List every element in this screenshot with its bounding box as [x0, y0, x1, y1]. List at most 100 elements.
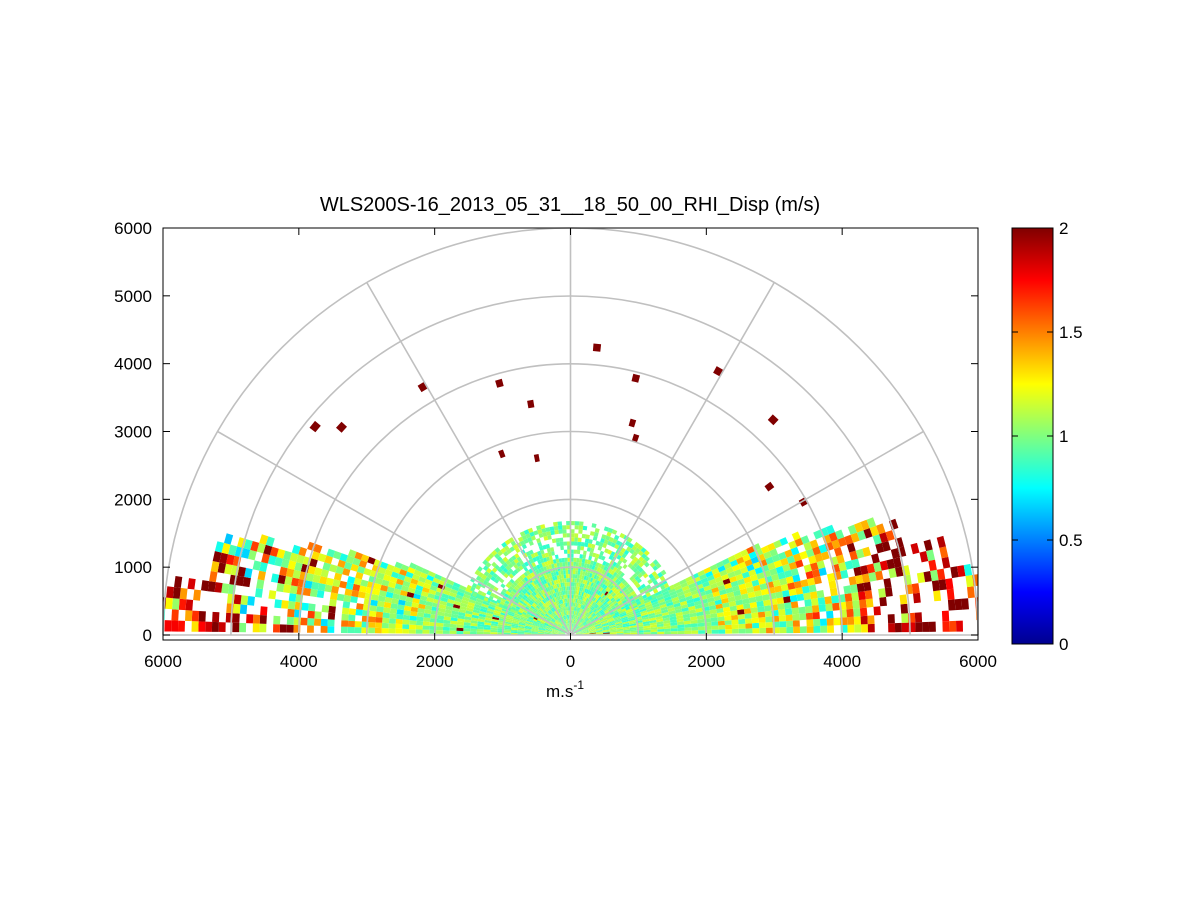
data-cell	[551, 619, 555, 623]
data-cell	[559, 612, 563, 617]
data-cell	[614, 596, 620, 601]
data-cell	[499, 600, 505, 606]
data-cell	[616, 628, 624, 631]
data-cell	[705, 593, 714, 599]
data-cell	[596, 600, 601, 605]
data-cell	[538, 629, 546, 632]
data-cell	[629, 621, 636, 625]
data-cell	[442, 626, 450, 631]
data-cell	[774, 585, 782, 593]
data-cell	[731, 614, 739, 621]
data-cell	[622, 586, 628, 592]
data-cell	[527, 554, 533, 560]
data-cell	[538, 545, 544, 551]
data-cell	[765, 616, 773, 623]
data-cell	[339, 553, 348, 562]
data-cell	[643, 629, 651, 633]
data-cell	[547, 551, 552, 557]
data-cell	[747, 591, 756, 599]
data-cell	[286, 624, 294, 633]
data-cell	[825, 524, 835, 535]
data-cell	[571, 627, 573, 631]
data-cell	[545, 628, 553, 631]
data-cell	[510, 629, 518, 632]
data-cell	[790, 568, 799, 576]
data-cell	[580, 609, 584, 614]
data-cell	[518, 565, 524, 571]
data-cell	[552, 607, 556, 612]
data-cell	[593, 532, 599, 537]
data-cell	[577, 570, 581, 575]
data-cell	[657, 598, 666, 604]
data-cell	[652, 603, 660, 608]
data-cell	[725, 566, 734, 574]
data-cell	[580, 587, 584, 592]
data-cell	[561, 603, 564, 608]
data-cell	[598, 602, 603, 607]
data-cell	[868, 572, 877, 582]
data-cell	[568, 606, 570, 611]
data-cell	[517, 601, 523, 606]
data-cell	[483, 631, 491, 635]
data-cell	[663, 582, 670, 589]
data-cell	[527, 584, 532, 590]
data-cell	[559, 599, 562, 604]
data-cell	[573, 549, 578, 554]
data-cell	[535, 613, 540, 617]
data-cell	[559, 595, 563, 600]
data-cell	[553, 571, 557, 577]
data-cell	[840, 569, 849, 579]
data-cell	[529, 558, 535, 564]
data-cell	[577, 621, 581, 626]
data-cell	[855, 574, 864, 585]
data-cell	[375, 617, 383, 623]
data-cell	[723, 606, 731, 613]
data-cell	[508, 593, 514, 598]
data-cell	[457, 615, 465, 620]
data-cell	[693, 600, 702, 606]
data-cell	[529, 531, 535, 537]
data-cell	[416, 580, 425, 587]
data-cell	[539, 576, 544, 582]
data-cell	[788, 561, 798, 570]
data-cell	[495, 605, 503, 611]
data-cell	[335, 566, 344, 575]
data-cell	[485, 615, 493, 619]
data-cell	[583, 623, 588, 627]
data-cell	[592, 343, 602, 352]
data-cell	[332, 579, 341, 588]
data-cell	[500, 590, 506, 596]
data-cell	[536, 564, 541, 570]
data-cell	[403, 610, 411, 616]
data-cell	[606, 588, 612, 593]
data-cell	[513, 569, 519, 575]
data-cell	[659, 603, 667, 609]
data-cell	[532, 602, 537, 607]
data-cell	[612, 538, 618, 544]
data-cell	[486, 582, 492, 588]
data-cell	[317, 553, 327, 563]
data-cell	[347, 626, 355, 634]
data-cell	[514, 553, 520, 559]
data-cell	[660, 606, 668, 611]
data-cell	[268, 590, 277, 600]
data-cell	[568, 627, 570, 632]
data-cell	[631, 373, 641, 383]
data-cell	[591, 613, 596, 617]
data-cell	[613, 602, 619, 607]
data-cell	[585, 626, 590, 629]
data-cell	[590, 618, 595, 622]
data-cell	[425, 601, 433, 607]
data-cell	[479, 610, 487, 615]
data-cell	[608, 621, 616, 625]
data-cell	[582, 620, 586, 625]
data-cell	[737, 578, 745, 586]
data-cell	[582, 592, 586, 597]
data-cell	[607, 540, 613, 546]
data-cell	[442, 589, 451, 596]
data-cell	[612, 561, 618, 567]
data-cell	[543, 593, 548, 598]
data-cell	[619, 595, 624, 600]
data-cell	[637, 601, 645, 607]
data-cell	[267, 555, 277, 566]
